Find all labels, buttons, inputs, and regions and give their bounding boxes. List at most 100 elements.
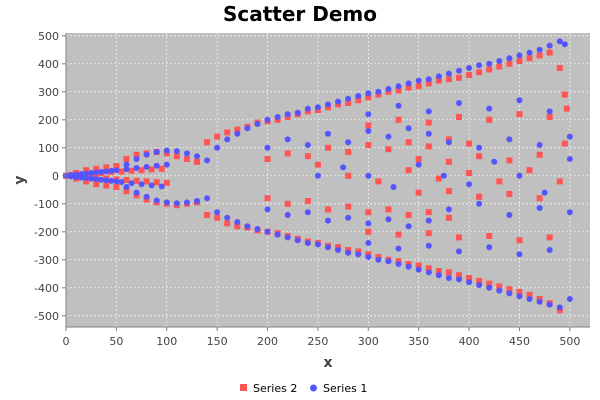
y-axis-label: y — [12, 175, 28, 184]
data-point-circle — [173, 200, 180, 207]
data-point-circle — [440, 172, 447, 179]
data-point-circle — [133, 156, 140, 162]
data-point-square — [123, 156, 130, 162]
data-point-circle — [476, 144, 483, 151]
data-point-circle — [88, 175, 95, 182]
data-point-square — [466, 140, 473, 147]
data-point-circle — [264, 116, 271, 123]
data-point-circle — [88, 170, 95, 176]
data-point-circle — [244, 223, 251, 230]
data-point-circle — [73, 173, 80, 180]
data-point-circle — [476, 282, 483, 288]
data-point-square — [486, 280, 493, 287]
data-point-square — [304, 153, 311, 160]
y-tick-label: 0 — [52, 170, 59, 183]
x-tick-label: 500 — [559, 335, 580, 348]
data-point-circle — [456, 248, 462, 255]
data-point-circle — [566, 296, 573, 302]
data-point-square — [516, 289, 523, 295]
y-tick-label: 500 — [38, 30, 59, 43]
data-point-circle — [340, 164, 347, 171]
data-point-square — [395, 231, 402, 238]
data-point-square — [456, 74, 462, 81]
data-point-square — [456, 272, 462, 279]
data-point-square — [365, 228, 372, 235]
data-point-square — [415, 156, 422, 162]
x-tick-label: 300 — [358, 335, 379, 348]
data-point-circle — [425, 76, 432, 83]
data-point-circle — [214, 209, 221, 216]
data-point-circle — [466, 181, 473, 188]
data-point-square — [234, 126, 241, 133]
data-point-square — [445, 269, 452, 276]
series-series-1 — [63, 38, 573, 311]
data-point-circle — [234, 130, 241, 137]
data-point-square — [526, 55, 533, 62]
data-point-circle — [415, 161, 422, 168]
data-point-circle — [163, 147, 170, 154]
data-point-circle — [103, 177, 110, 184]
data-point-square — [123, 177, 130, 183]
x-tick-label: 400 — [459, 335, 480, 348]
data-point-circle — [254, 121, 261, 127]
data-point-square — [284, 150, 291, 157]
data-point-circle — [274, 231, 281, 238]
x-tick-label: 0 — [63, 335, 70, 348]
data-point-circle — [385, 258, 392, 265]
data-point-circle — [365, 172, 372, 179]
data-point-circle — [314, 172, 321, 179]
data-point-circle — [466, 279, 473, 286]
data-point-circle — [183, 150, 190, 157]
data-point-square — [506, 286, 513, 293]
data-point-circle — [183, 199, 190, 206]
data-point-square — [486, 116, 493, 123]
data-point-circle — [294, 109, 301, 116]
data-point-circle — [566, 156, 573, 162]
y-tick-label: -500 — [34, 310, 59, 323]
data-point-circle — [83, 170, 90, 177]
data-point-square — [496, 283, 503, 290]
data-point-square — [415, 262, 422, 269]
data-point-square — [445, 188, 452, 195]
data-point-circle — [148, 182, 155, 189]
data-point-circle — [405, 80, 412, 87]
data-point-circle — [345, 214, 352, 221]
data-point-circle — [486, 244, 493, 251]
data-point-circle — [264, 144, 271, 151]
data-point-square — [143, 178, 150, 185]
data-point-square — [476, 153, 483, 160]
data-point-square — [224, 129, 231, 136]
data-point-circle — [244, 125, 251, 132]
data-point-circle — [395, 83, 402, 90]
data-point-square — [133, 177, 140, 184]
data-point-circle — [516, 97, 523, 104]
data-point-square — [183, 156, 190, 162]
data-point-circle — [546, 42, 553, 49]
data-point-circle — [491, 158, 498, 165]
data-point-circle — [556, 304, 563, 311]
data-point-circle — [93, 176, 100, 183]
data-point-square — [234, 223, 241, 230]
data-point-square — [445, 214, 452, 221]
data-point-circle — [108, 177, 115, 184]
data-point-square — [496, 178, 503, 185]
data-point-square — [128, 167, 135, 174]
data-point-square — [546, 49, 553, 56]
data-point-square — [456, 234, 462, 241]
data-point-circle — [345, 139, 352, 146]
data-point-circle — [425, 108, 432, 115]
data-point-circle — [516, 251, 523, 258]
data-point-square — [415, 189, 422, 196]
data-point-square — [83, 178, 90, 185]
data-point-circle — [506, 55, 513, 62]
data-point-square — [118, 168, 125, 175]
data-point-circle — [133, 164, 140, 171]
data-point-square — [163, 179, 170, 186]
data-point-circle — [254, 226, 261, 232]
data-point-circle — [476, 62, 483, 69]
data-point-square — [93, 165, 100, 172]
data-point-square — [314, 161, 321, 168]
data-point-square — [536, 52, 543, 59]
data-point-circle — [415, 266, 422, 273]
data-point-circle — [405, 125, 412, 132]
